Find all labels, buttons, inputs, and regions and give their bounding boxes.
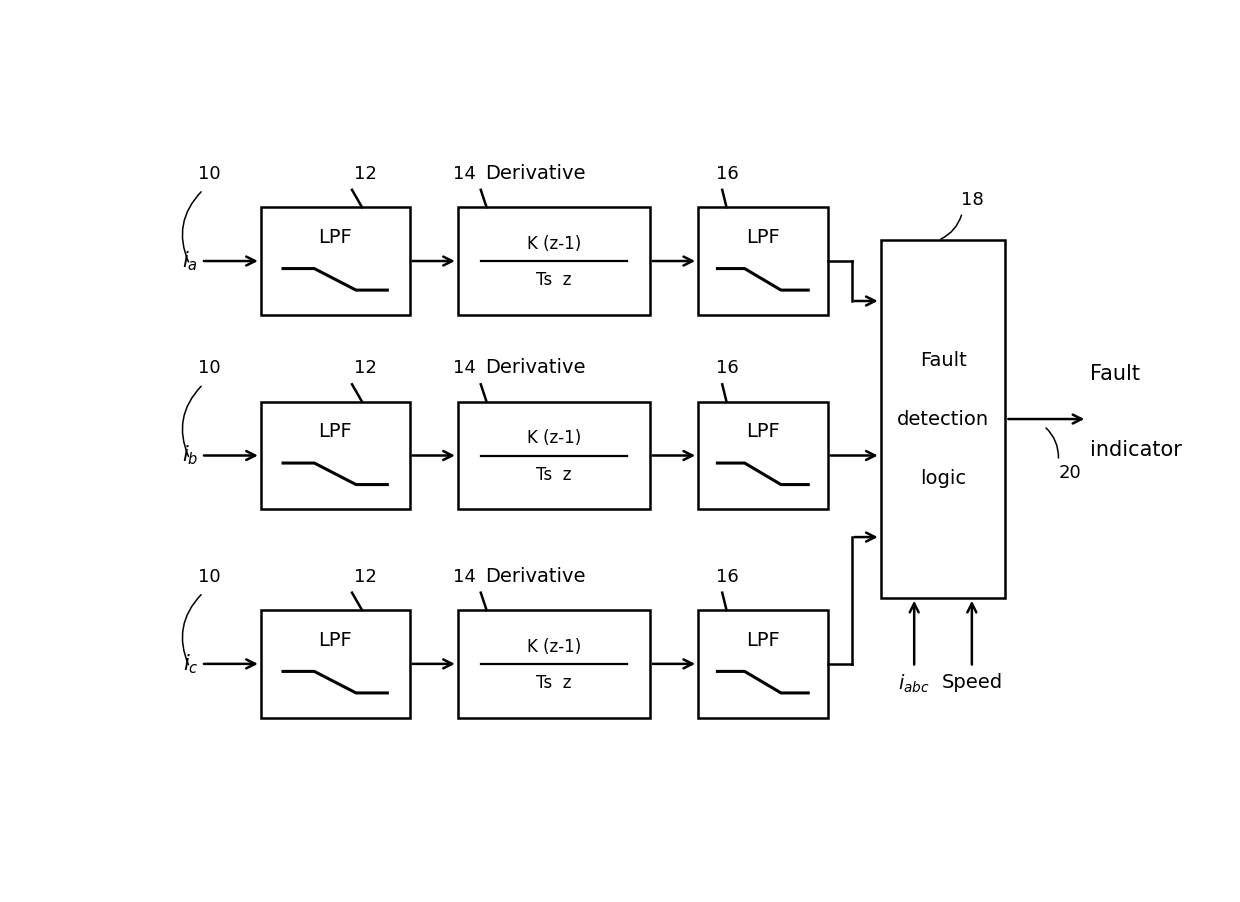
- Text: 14: 14: [453, 359, 476, 377]
- Text: 16: 16: [715, 359, 738, 377]
- Text: Ts  z: Ts z: [536, 466, 572, 483]
- Bar: [458, 610, 650, 718]
- Text: LPF: LPF: [746, 630, 780, 649]
- Bar: [260, 207, 409, 315]
- Text: LPF: LPF: [746, 422, 780, 441]
- Text: 14: 14: [453, 165, 476, 183]
- Text: 16: 16: [715, 165, 738, 183]
- Text: logic: logic: [920, 468, 966, 488]
- Text: 20: 20: [1059, 465, 1081, 483]
- Bar: [880, 240, 1006, 598]
- Text: Fault: Fault: [1090, 364, 1140, 384]
- Text: $i_{a}$: $i_{a}$: [182, 249, 198, 272]
- Text: indicator: indicator: [1090, 440, 1182, 460]
- Bar: [260, 401, 409, 510]
- Text: 12: 12: [353, 165, 377, 183]
- Text: Derivative: Derivative: [486, 358, 587, 377]
- Text: detection: detection: [897, 410, 990, 428]
- Text: Derivative: Derivative: [486, 566, 587, 585]
- Text: 16: 16: [715, 567, 738, 585]
- Bar: [458, 401, 650, 510]
- Text: Ts  z: Ts z: [536, 272, 572, 290]
- Text: K (z-1): K (z-1): [527, 638, 580, 656]
- Text: $i_{c}$: $i_{c}$: [182, 652, 198, 676]
- Text: Speed: Speed: [941, 673, 1002, 692]
- Text: LPF: LPF: [746, 228, 780, 247]
- Text: Ts  z: Ts z: [536, 675, 572, 692]
- Text: Derivative: Derivative: [486, 164, 587, 183]
- Bar: [698, 610, 828, 718]
- Text: LPF: LPF: [319, 228, 352, 247]
- Text: $i_{b}$: $i_{b}$: [182, 444, 198, 467]
- Text: 10: 10: [198, 359, 221, 377]
- Bar: [698, 401, 828, 510]
- Text: K (z-1): K (z-1): [527, 429, 580, 447]
- Bar: [458, 207, 650, 315]
- Text: LPF: LPF: [319, 422, 352, 441]
- Bar: [260, 610, 409, 718]
- Text: 18: 18: [961, 191, 985, 209]
- Text: K (z-1): K (z-1): [527, 235, 580, 253]
- Text: 12: 12: [353, 359, 377, 377]
- Text: 14: 14: [453, 567, 476, 585]
- Text: Fault: Fault: [920, 351, 966, 370]
- Text: 10: 10: [198, 567, 221, 585]
- Text: $i_{abc}$: $i_{abc}$: [898, 673, 930, 695]
- Text: 10: 10: [198, 165, 221, 183]
- Text: 12: 12: [353, 567, 377, 585]
- Bar: [698, 207, 828, 315]
- Text: LPF: LPF: [319, 630, 352, 649]
